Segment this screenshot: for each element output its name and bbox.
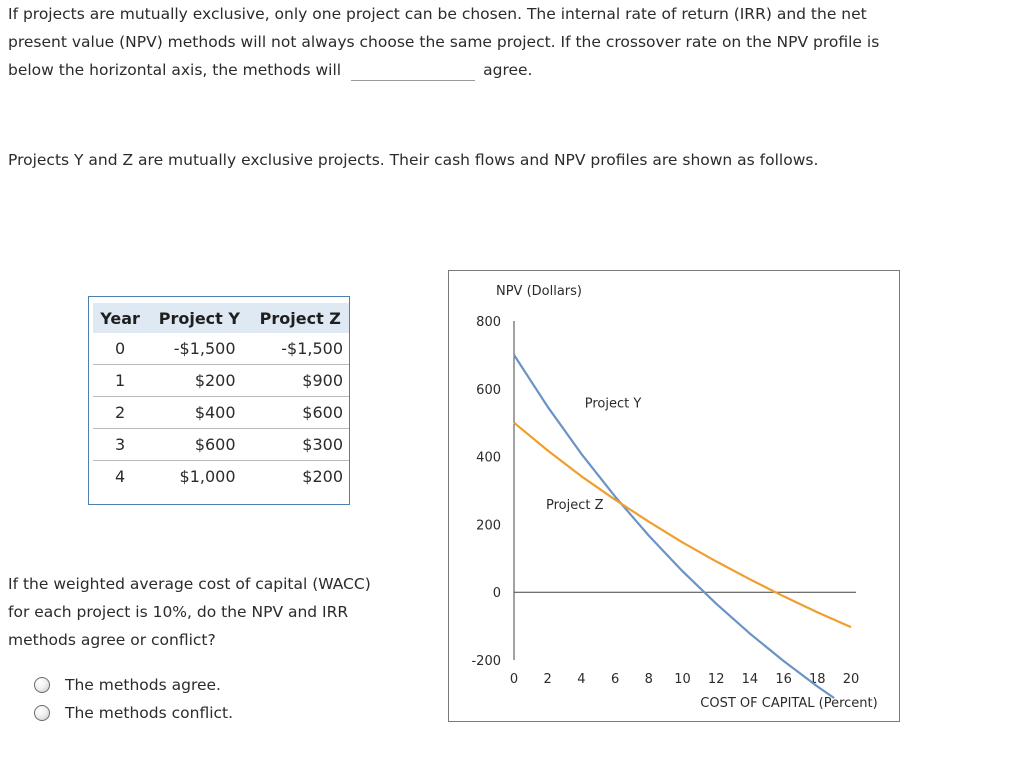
intro-paragraph: If projects are mutually exclusive, only… [8, 0, 1008, 84]
series-annotation-project-z: Project Z [546, 498, 604, 513]
cell-year: 0 [93, 333, 148, 365]
cell-project-y: $200 [147, 364, 252, 397]
question-line-2: for each project is 10%, do the NPV and … [8, 603, 349, 621]
cell-project-z: $900 [251, 364, 349, 397]
x-tick-label: 2 [544, 672, 552, 687]
cell-project-y: $1,000 [179, 467, 236, 486]
intro-line-2: present value (NPV) methods will not alw… [8, 33, 880, 51]
y-tick-label: 400 [476, 451, 501, 466]
x-tick-label: 14 [742, 672, 759, 687]
cash-flow-table: Year Project Y Project Z 0 -$1,500 -$1,5… [93, 303, 349, 492]
table-header-row: Year Project Y Project Z [93, 303, 349, 333]
x-tick-label: 12 [708, 672, 725, 687]
table-row: 1 $200 $900 [93, 364, 349, 397]
x-tick-label: 8 [645, 672, 653, 687]
x-tick-label: 16 [775, 672, 792, 687]
option-label: The methods conflict. [65, 704, 234, 722]
question-line-1: If the weighted average cost of capital … [8, 575, 371, 593]
option-methods-agree[interactable]: The methods agree. [34, 671, 233, 699]
answer-options: The methods agree. The methods conflict. [34, 671, 233, 727]
intro-line-3: below the horizontal axis, the methods w… [8, 56, 1008, 84]
y-tick-label: 600 [476, 383, 501, 398]
table-row: 3 $600 $300 [93, 428, 349, 461]
fill-in-blank-dropdown[interactable] [351, 62, 476, 81]
y-tick-label: 200 [476, 518, 501, 533]
radio-button-icon[interactable] [34, 705, 50, 721]
x-tick-label: 6 [611, 672, 619, 687]
cell-project-z: $300 [251, 428, 349, 461]
y-axis-label: NPV (Dollars) [496, 284, 582, 299]
option-label: The methods agree. [65, 676, 221, 694]
intro-line-1: If projects are mutually exclusive, only… [8, 5, 867, 23]
question-line-3: methods agree or conflict? [8, 631, 216, 649]
intro-line-3-after: agree. [483, 61, 533, 79]
cell-project-y: -$1,500 [147, 333, 252, 365]
x-axis-label: COST OF CAPITAL (Percent) [700, 696, 877, 711]
series-line-project-y [513, 354, 835, 699]
cell-project-y: $600 [147, 428, 252, 461]
table-row: 2 $400 $600 [93, 396, 349, 429]
x-tick-label: 0 [510, 672, 518, 687]
y-tick-label: -200 [471, 654, 501, 669]
cell-year: 3 [93, 428, 148, 461]
wacc-question: If the weighted average cost of capital … [8, 570, 428, 654]
x-tick-label: 4 [577, 672, 585, 687]
cell-year: 1 [93, 364, 148, 397]
x-tick-label: 18 [809, 672, 826, 687]
x-tick-label: 10 [674, 672, 691, 687]
cell-year: 2 [93, 396, 148, 429]
series-annotation-project-y: Project Y [585, 396, 642, 411]
header-project-y: Project Y [147, 303, 252, 333]
series-line-project-z [513, 421, 852, 629]
radio-button-icon[interactable] [34, 677, 50, 693]
y-tick-label: 0 [493, 586, 501, 601]
table-row: 0 -$1,500 -$1,500 [93, 333, 349, 365]
cell-project-z: -$1,500 [251, 333, 349, 365]
header-year: Year [93, 303, 148, 333]
projects-description: Projects Y and Z are mutually exclusive … [8, 151, 819, 169]
x-tick-label: 20 [843, 672, 860, 687]
cell-project-y: $400 [147, 396, 252, 429]
cell-project-z: $200 [302, 467, 343, 486]
npv-chart-svg: NPV (Dollars)COST OF CAPITAL (Percent)80… [471, 284, 877, 711]
header-project-z: Project Z [251, 303, 349, 333]
intro-line-3-before: below the horizontal axis, the methods w… [8, 61, 342, 79]
cell-year: 4 [115, 467, 126, 486]
npv-profile-chart: NPV (Dollars) COST OF CAPITAL (Percent) 80… [448, 270, 900, 722]
cash-flow-table-container: Year Project Y Project Z 0 -$1,500 -$1,5… [88, 296, 350, 505]
table-row: 4 $1,000 $200 [93, 461, 349, 493]
y-tick-label: 800 [476, 315, 501, 330]
cell-project-z: $600 [251, 396, 349, 429]
option-methods-conflict[interactable]: The methods conflict. [34, 699, 233, 727]
